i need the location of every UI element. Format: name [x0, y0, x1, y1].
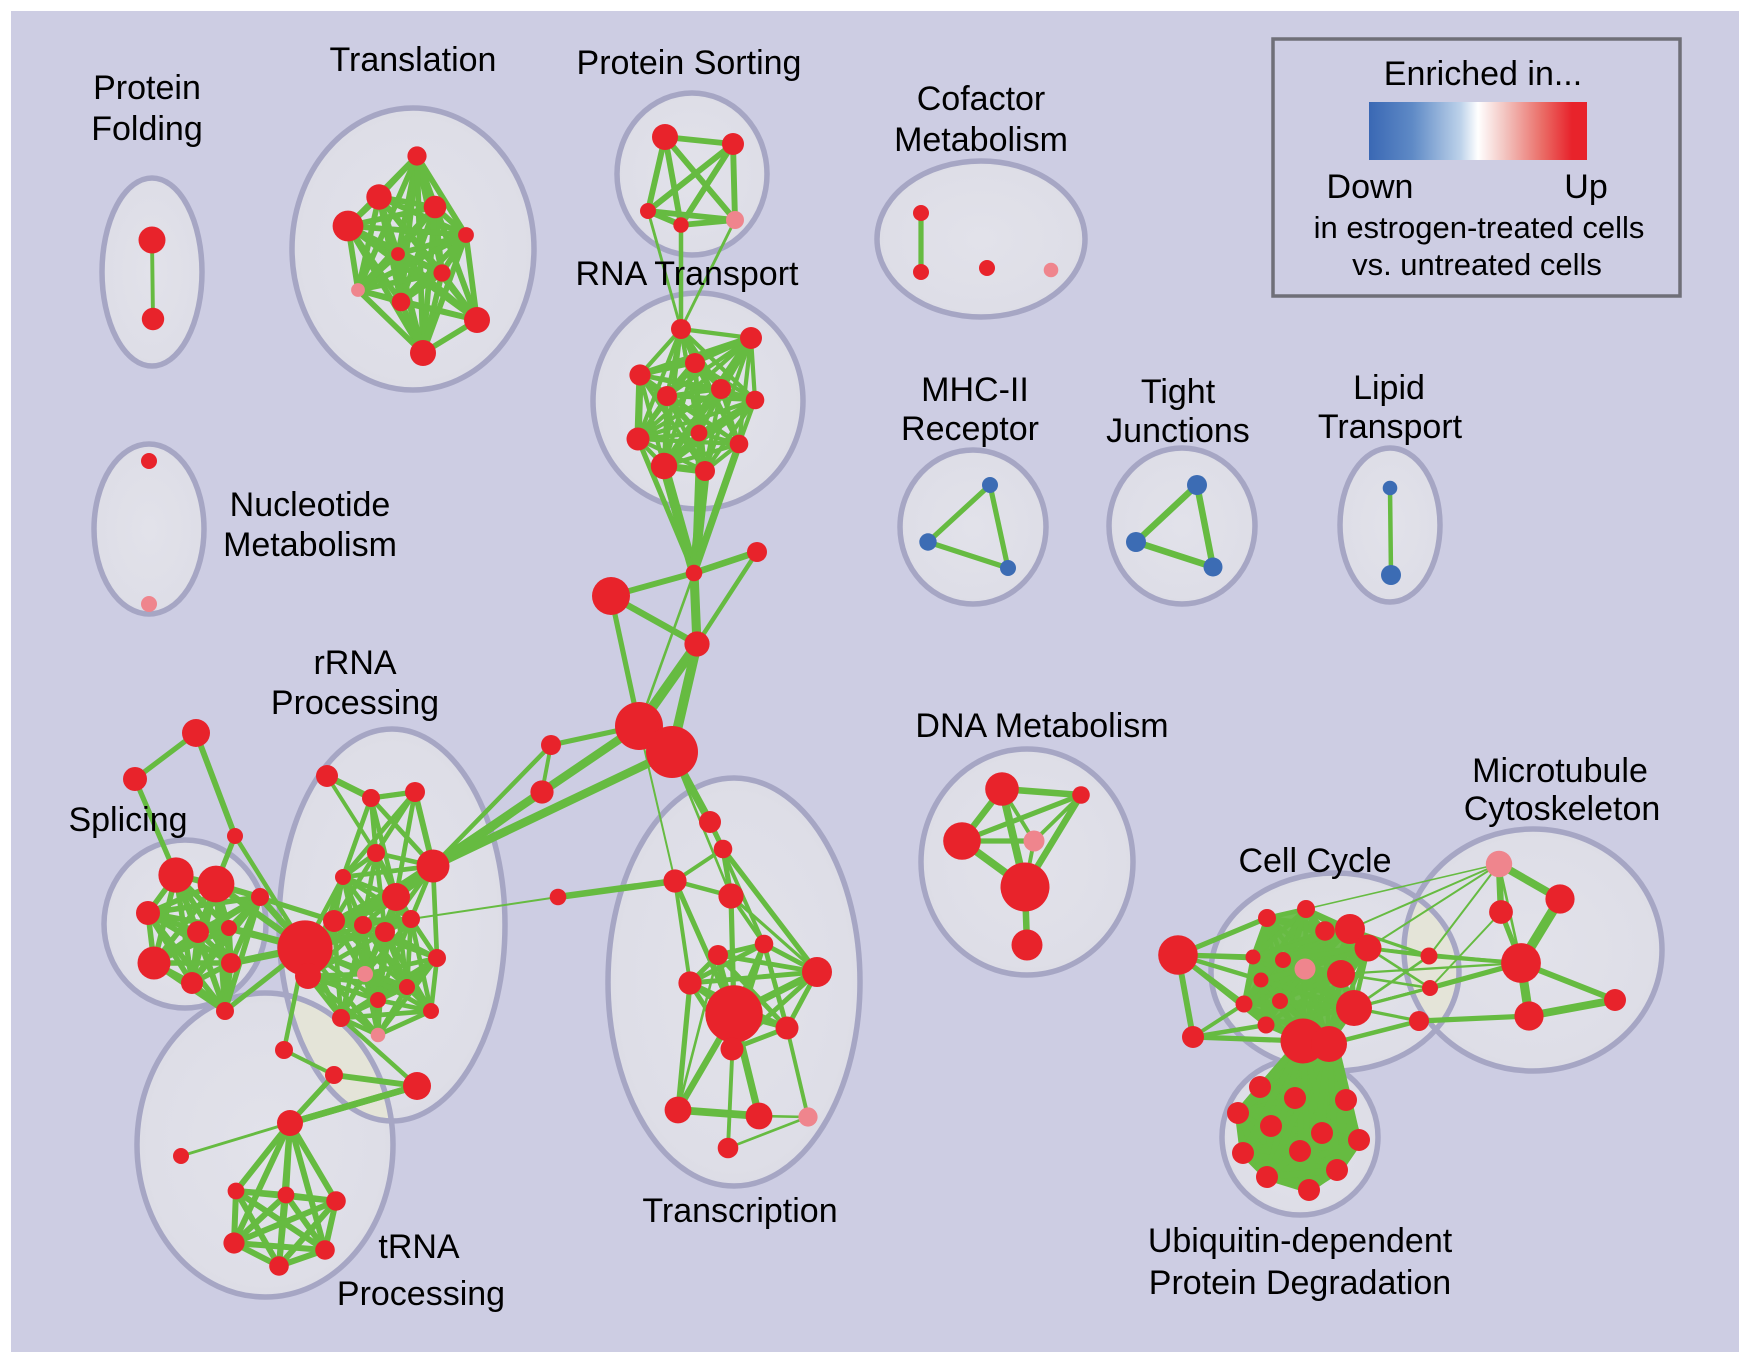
svg-text:Folding: Folding — [91, 110, 203, 148]
svg-text:Nucleotide: Nucleotide — [230, 486, 391, 524]
svg-text:Up: Up — [1564, 168, 1607, 206]
svg-text:Cell Cycle: Cell Cycle — [1238, 842, 1391, 880]
svg-text:Ubiquitin-dependent: Ubiquitin-dependent — [1148, 1222, 1453, 1260]
svg-text:Lipid: Lipid — [1353, 369, 1425, 407]
svg-text:Cytoskeleton: Cytoskeleton — [1464, 790, 1661, 828]
svg-text:Cofactor: Cofactor — [917, 80, 1046, 118]
svg-text:RNA Transport: RNA Transport — [576, 255, 800, 293]
svg-text:Protein: Protein — [93, 69, 201, 107]
svg-text:tRNA: tRNA — [378, 1228, 460, 1266]
svg-text:Translation: Translation — [330, 41, 497, 79]
svg-text:vs. untreated cells: vs. untreated cells — [1352, 247, 1602, 282]
svg-text:Transcription: Transcription — [642, 1192, 837, 1230]
svg-text:Protein Sorting: Protein Sorting — [577, 44, 802, 82]
svg-text:Tight: Tight — [1141, 373, 1216, 411]
svg-text:MHC-II: MHC-II — [921, 371, 1029, 409]
svg-text:Enriched in...: Enriched in... — [1384, 55, 1582, 93]
svg-text:Transport: Transport — [1318, 408, 1463, 446]
svg-text:rRNA: rRNA — [313, 644, 396, 682]
svg-text:in estrogen-treated cells: in estrogen-treated cells — [1314, 210, 1645, 245]
svg-text:Down: Down — [1327, 168, 1414, 206]
svg-text:Processing: Processing — [271, 684, 439, 722]
svg-text:Metabolism: Metabolism — [894, 121, 1068, 159]
svg-text:DNA Metabolism: DNA Metabolism — [915, 707, 1168, 745]
svg-text:Protein Degradation: Protein Degradation — [1149, 1264, 1451, 1302]
svg-text:Receptor: Receptor — [901, 410, 1039, 448]
svg-text:Processing: Processing — [337, 1275, 505, 1313]
svg-text:Splicing: Splicing — [68, 801, 187, 839]
svg-text:Junctions: Junctions — [1106, 412, 1250, 450]
svg-text:Metabolism: Metabolism — [223, 526, 397, 564]
svg-text:Microtubule: Microtubule — [1472, 752, 1648, 790]
